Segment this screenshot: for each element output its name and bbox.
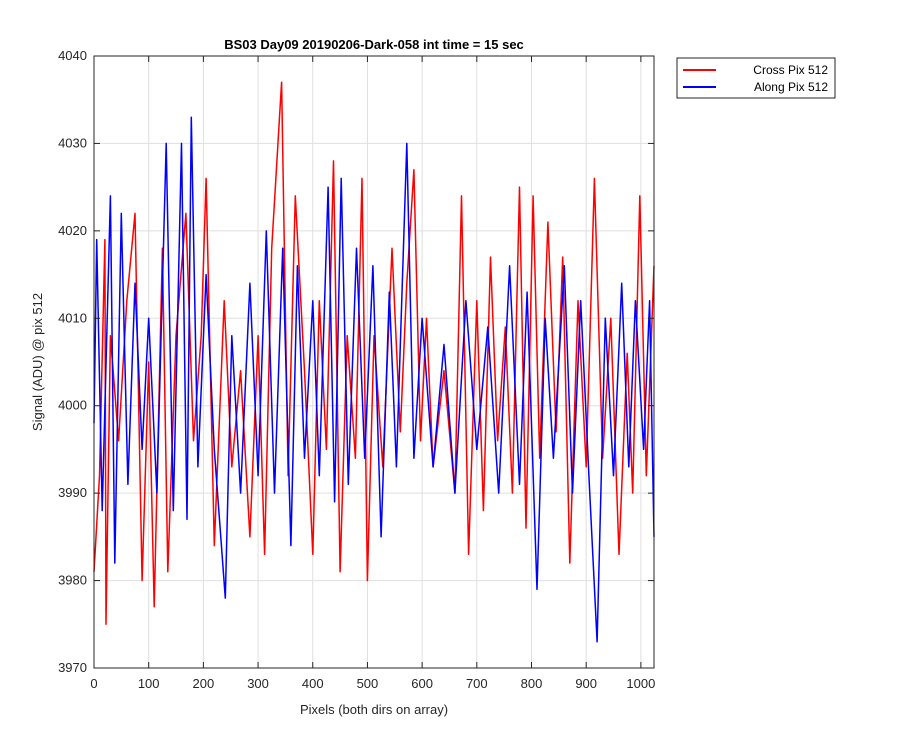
x-tick-label: 500: [357, 676, 379, 691]
series-line-along-pix: [93, 116, 655, 643]
x-tick-label: 1000: [626, 676, 655, 691]
plot-frame: [93, 55, 655, 669]
legend-label-cross-pix: Cross Pix 512: [753, 63, 828, 77]
x-tick-label: 700: [466, 676, 488, 691]
x-tick-label: 800: [521, 676, 543, 691]
legend-box: [676, 57, 836, 99]
series-group: [93, 81, 655, 643]
y-axis-label: Signal (ADU) @ pix 512: [30, 293, 45, 431]
y-tick-label: 4030: [58, 135, 87, 150]
y-tick-label: 3990: [58, 485, 87, 500]
x-tick-label: 400: [302, 676, 324, 691]
y-tick-label: 4020: [58, 223, 87, 238]
chart-title: BS03 Day09 20190206-Dark-058 int time = …: [224, 37, 524, 52]
y-tick-label: 4000: [58, 398, 87, 413]
x-tick-label: 0: [90, 676, 97, 691]
y-tick-label: 4040: [58, 48, 87, 63]
y-tick-label: 4010: [58, 310, 87, 325]
legend-label-along-pix: Along Pix 512: [754, 80, 828, 94]
legend[interactable]: Cross Pix 512 Along Pix 512: [676, 57, 836, 99]
x-tick-label: 600: [411, 676, 433, 691]
x-tick-label: 200: [193, 676, 215, 691]
x-tick-label: 300: [247, 676, 269, 691]
x-axis-label: Pixels (both dirs on array): [300, 702, 448, 717]
x-tick-label: 100: [138, 676, 160, 691]
x-tick-label: 900: [575, 676, 597, 691]
y-tick-label: 3970: [58, 660, 87, 675]
ticks: 0 100 200 300 400 500 600 700 800 900 1000 3970 3980…: [58, 48, 655, 691]
y-tick-label: 3980: [58, 573, 87, 588]
